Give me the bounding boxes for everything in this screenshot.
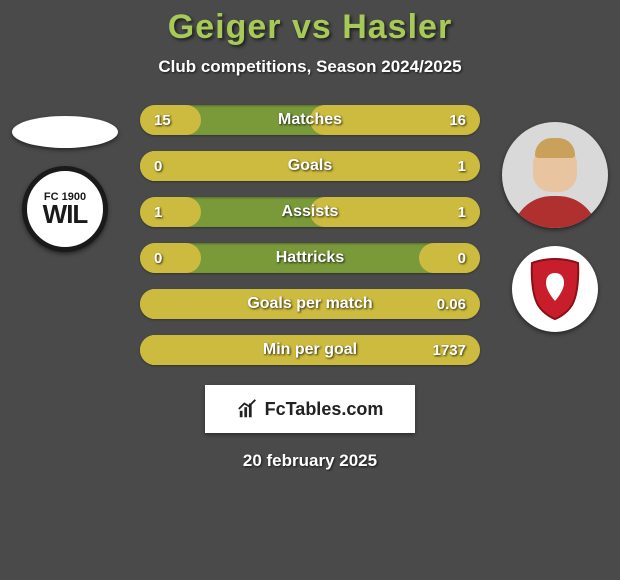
stat-label: Matches (140, 105, 480, 135)
stat-row: 11Assists (140, 197, 480, 227)
subtitle: Club competitions, Season 2024/2025 (0, 57, 620, 77)
left-player-column: FC 1900 WIL (10, 116, 120, 252)
comparison-card: Geiger vs Hasler Club competitions, Seas… (0, 0, 620, 580)
stat-label: Min per goal (140, 335, 480, 365)
stat-row: 0.06Goals per match (140, 289, 480, 319)
club-badge-wil: FC 1900 WIL (22, 166, 108, 252)
player-photo-placeholder (12, 116, 118, 148)
watermark-text: FcTables.com (265, 399, 384, 420)
stat-row: 01Goals (140, 151, 480, 181)
right-player-column (500, 122, 610, 332)
stat-label: Goals per match (140, 289, 480, 319)
stat-bars: 1516Matches 01Goals 11Assists 00Hattricks 0.… (140, 105, 480, 365)
club-badge-vaduz (512, 246, 598, 332)
page-title: Geiger vs Hasler (0, 8, 620, 47)
chart-icon (237, 398, 259, 420)
stat-label: Hattricks (140, 243, 480, 273)
stat-row: 1516Matches (140, 105, 480, 135)
stat-row: 1737Min per goal (140, 335, 480, 365)
stat-label: Goals (140, 151, 480, 181)
date-label: 20 february 2025 (0, 451, 620, 471)
club-badge-wil-name: WIL (43, 203, 88, 226)
stat-row: 00Hattricks (140, 243, 480, 273)
stat-label: Assists (140, 197, 480, 227)
shield-icon (528, 257, 582, 321)
player-photo (502, 122, 608, 228)
club-badge-wil-inner: FC 1900 WIL (43, 192, 88, 226)
watermark: FcTables.com (205, 385, 415, 433)
